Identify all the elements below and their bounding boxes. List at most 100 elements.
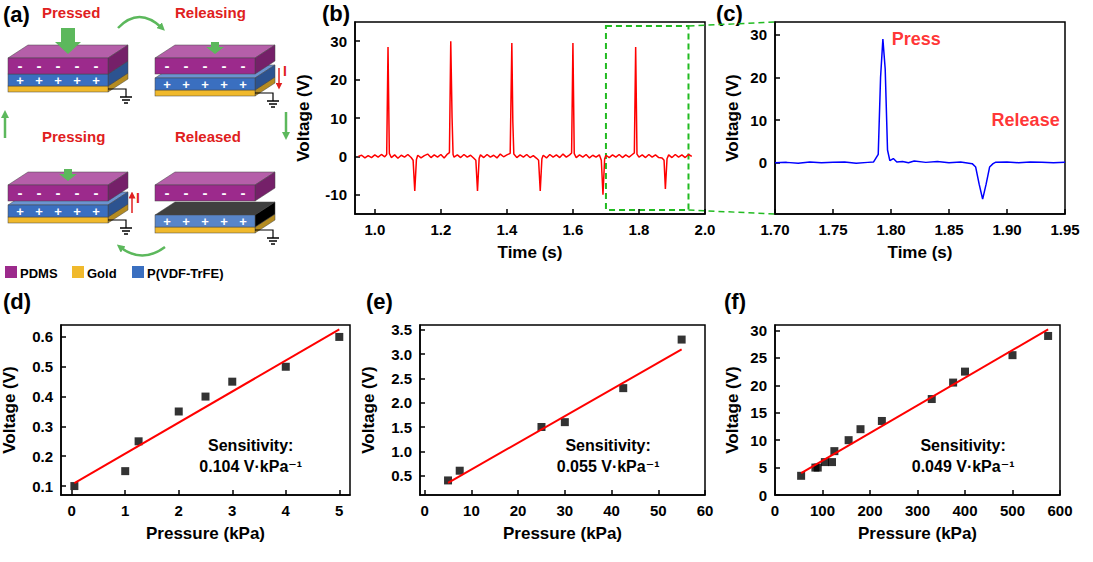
svg-text:-: - <box>165 57 170 74</box>
svg-text:0.5: 0.5 <box>32 358 53 375</box>
svg-text:+: + <box>54 204 62 219</box>
svg-text:Pressure (kPa): Pressure (kPa) <box>503 524 622 543</box>
svg-text:100: 100 <box>810 502 835 519</box>
svg-text:3.5: 3.5 <box>391 321 412 338</box>
svg-text:0: 0 <box>339 148 347 165</box>
svg-text:Voltage (V): Voltage (V) <box>359 366 378 454</box>
svg-text:Press: Press <box>892 29 941 49</box>
svg-text:0.049 V·kPa⁻¹: 0.049 V·kPa⁻¹ <box>912 458 1015 475</box>
svg-text:+: + <box>163 214 171 229</box>
svg-text:-: - <box>94 57 99 74</box>
svg-text:Release: Release <box>992 110 1060 130</box>
svg-text:-: - <box>56 184 61 201</box>
svg-text:P(VDF-TrFE): P(VDF-TrFE) <box>147 266 224 281</box>
svg-text:(b): (b) <box>322 1 350 26</box>
svg-text:+: + <box>16 73 24 88</box>
svg-text:0: 0 <box>68 502 76 519</box>
svg-text:-: - <box>75 184 80 201</box>
svg-text:-: - <box>18 57 23 74</box>
svg-text:1.8: 1.8 <box>629 221 650 238</box>
svg-text:2.0: 2.0 <box>695 221 716 238</box>
svg-text:500: 500 <box>1000 502 1025 519</box>
svg-text:-: - <box>37 184 42 201</box>
svg-text:-: - <box>37 57 42 74</box>
svg-text:Sensitivity:: Sensitivity: <box>208 437 293 454</box>
svg-text:+: + <box>16 204 24 219</box>
svg-text:-10: -10 <box>325 186 347 203</box>
svg-text:60: 60 <box>697 502 714 519</box>
svg-text:400: 400 <box>952 502 977 519</box>
svg-text:Pressure (kPa): Pressure (kPa) <box>858 524 977 543</box>
svg-text:Pressed: Pressed <box>42 4 100 21</box>
svg-text:-: - <box>56 57 61 74</box>
svg-text:1: 1 <box>121 502 129 519</box>
svg-text:Voltage (V): Voltage (V) <box>294 74 313 162</box>
svg-text:-: - <box>165 184 170 201</box>
svg-text:-: - <box>222 57 227 74</box>
svg-text:10: 10 <box>750 432 767 449</box>
svg-text:15: 15 <box>750 404 767 421</box>
svg-text:0: 0 <box>771 502 779 519</box>
svg-text:(a): (a) <box>3 2 30 27</box>
svg-text:300: 300 <box>905 502 930 519</box>
svg-text:10: 10 <box>330 110 347 127</box>
svg-text:1.80: 1.80 <box>876 221 905 238</box>
svg-text:30: 30 <box>556 502 573 519</box>
svg-text:50: 50 <box>650 502 667 519</box>
svg-text:30: 30 <box>330 33 347 50</box>
svg-text:20: 20 <box>750 69 767 86</box>
svg-text:1.0: 1.0 <box>364 221 385 238</box>
svg-text:30: 30 <box>750 26 767 43</box>
svg-text:+: + <box>54 73 62 88</box>
svg-text:Time (s): Time (s) <box>498 243 563 262</box>
svg-text:0.4: 0.4 <box>32 388 54 405</box>
svg-text:Sensitivity:: Sensitivity: <box>565 437 650 454</box>
svg-text:+: + <box>220 77 228 92</box>
svg-text:0.104 V·kPa⁻¹: 0.104 V·kPa⁻¹ <box>199 458 302 475</box>
svg-text:40: 40 <box>603 502 620 519</box>
svg-text:1.95: 1.95 <box>1050 221 1079 238</box>
svg-text:3: 3 <box>228 502 236 519</box>
svg-text:-: - <box>222 184 227 201</box>
svg-text:20: 20 <box>510 502 527 519</box>
svg-text:+: + <box>35 204 43 219</box>
svg-text:2.5: 2.5 <box>391 370 412 387</box>
svg-text:Pressing: Pressing <box>42 128 105 145</box>
svg-text:-: - <box>94 184 99 201</box>
svg-text:+: + <box>92 73 100 88</box>
svg-text:(c): (c) <box>716 1 743 26</box>
svg-text:-: - <box>241 57 246 74</box>
svg-text:+: + <box>201 77 209 92</box>
svg-text:1.4: 1.4 <box>496 221 518 238</box>
svg-text:I: I <box>283 63 287 79</box>
svg-text:600: 600 <box>1047 502 1072 519</box>
svg-text:Gold: Gold <box>87 266 117 281</box>
svg-text:Pressure (kPa): Pressure (kPa) <box>146 524 265 543</box>
svg-text:(f): (f) <box>724 289 746 314</box>
svg-text:3.0: 3.0 <box>391 346 412 363</box>
svg-text:0: 0 <box>759 154 767 171</box>
svg-text:0.1: 0.1 <box>32 478 53 495</box>
svg-text:I: I <box>136 190 140 206</box>
svg-text:Voltage (V): Voltage (V) <box>0 366 19 454</box>
svg-text:-: - <box>203 57 208 74</box>
svg-text:Released: Released <box>175 128 241 145</box>
svg-text:PDMS: PDMS <box>20 266 58 281</box>
svg-text:1.85: 1.85 <box>934 221 963 238</box>
svg-text:-: - <box>203 184 208 201</box>
svg-text:+: + <box>92 204 100 219</box>
svg-text:(d): (d) <box>3 289 31 314</box>
svg-text:-: - <box>184 184 189 201</box>
svg-text:+: + <box>182 77 190 92</box>
svg-text:30: 30 <box>750 322 767 339</box>
svg-text:1.75: 1.75 <box>818 221 847 238</box>
svg-text:5: 5 <box>759 459 767 476</box>
svg-text:1.5: 1.5 <box>391 419 412 436</box>
svg-text:1.70: 1.70 <box>760 221 789 238</box>
svg-text:-: - <box>241 184 246 201</box>
svg-text:Time (s): Time (s) <box>888 243 953 262</box>
svg-text:1.90: 1.90 <box>992 221 1021 238</box>
svg-text:0.055 V·kPa⁻¹: 0.055 V·kPa⁻¹ <box>557 458 660 475</box>
svg-text:0: 0 <box>759 487 767 504</box>
svg-text:+: + <box>182 214 190 229</box>
